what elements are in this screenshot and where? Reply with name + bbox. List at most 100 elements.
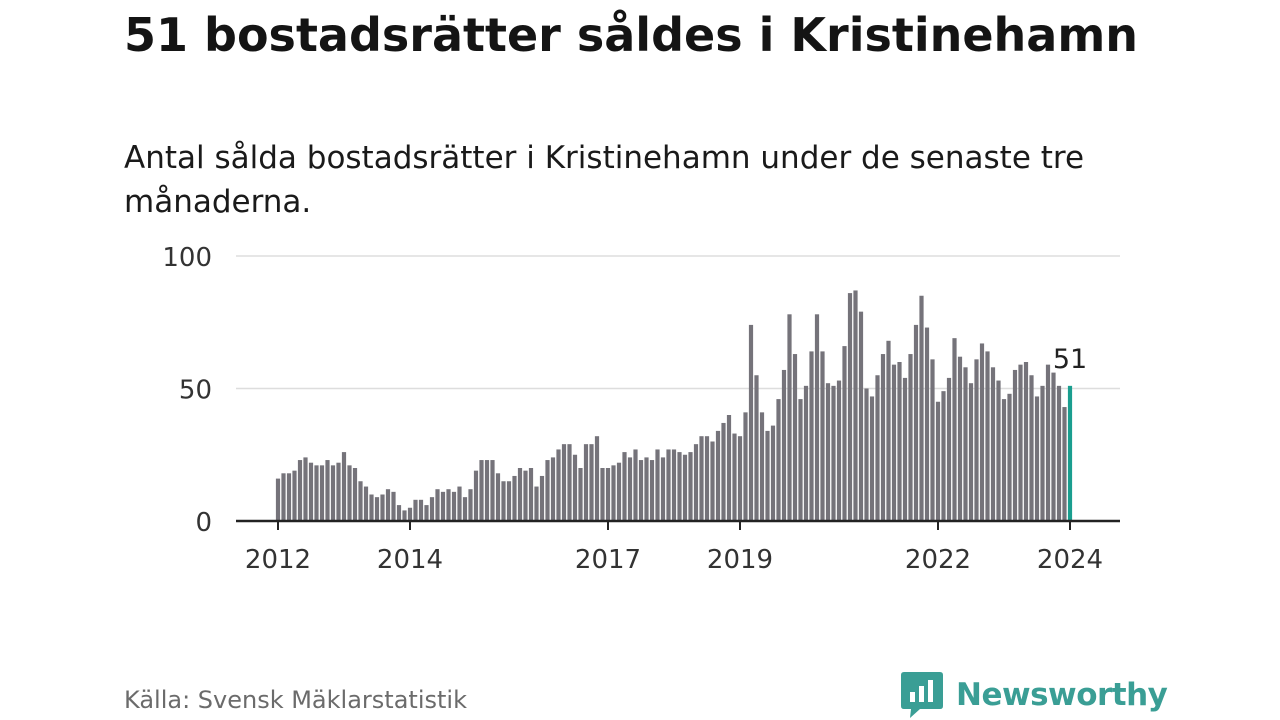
bar <box>605 468 611 521</box>
bar <box>831 385 836 521</box>
bar <box>1034 396 1040 521</box>
bar <box>875 375 880 521</box>
bar <box>600 468 605 521</box>
bar <box>693 444 699 521</box>
bar <box>682 454 688 521</box>
bar <box>380 494 385 521</box>
bar <box>880 354 886 521</box>
bar <box>352 468 358 521</box>
bar <box>748 324 754 521</box>
bar <box>583 444 589 521</box>
bar <box>539 475 545 521</box>
bar <box>897 362 902 521</box>
bar <box>974 359 979 521</box>
bar <box>666 449 671 521</box>
bar <box>968 383 974 521</box>
bar <box>1001 399 1007 521</box>
bar <box>622 452 627 521</box>
bar <box>891 364 897 521</box>
bar <box>930 359 935 521</box>
bar <box>660 457 666 521</box>
bar <box>913 324 919 521</box>
bar <box>347 465 352 521</box>
bar <box>814 314 820 521</box>
bar <box>413 499 418 521</box>
bar <box>996 380 1001 521</box>
bar <box>451 491 457 521</box>
bar <box>462 497 468 521</box>
bar <box>759 412 765 521</box>
bar <box>286 473 292 521</box>
bar <box>1062 407 1067 521</box>
bar <box>457 486 462 521</box>
bar <box>556 449 561 521</box>
bar <box>957 356 963 521</box>
bar <box>490 460 495 521</box>
bar <box>825 383 831 521</box>
bar <box>1051 372 1056 521</box>
chart-title: 51 bostadsrätter såldes i Kristinehamn <box>124 8 1139 62</box>
bar <box>792 354 798 521</box>
bar <box>484 460 490 521</box>
newsworthy-logo: Newsworthy <box>900 670 1168 720</box>
bar <box>473 470 479 521</box>
bar <box>935 401 941 521</box>
bar <box>506 481 512 521</box>
bar <box>501 481 506 521</box>
bar <box>864 388 869 521</box>
brand-name: Newsworthy <box>956 677 1168 713</box>
bar <box>545 460 550 521</box>
bar <box>319 465 325 521</box>
bar <box>611 465 616 521</box>
bar <box>726 415 732 521</box>
bar <box>770 425 776 521</box>
bar <box>1029 375 1034 521</box>
bar <box>798 399 803 521</box>
bar <box>303 457 308 521</box>
bar <box>671 449 677 521</box>
bar <box>297 460 303 521</box>
bar <box>1007 393 1012 521</box>
bar <box>468 489 473 521</box>
bar <box>633 449 638 521</box>
bar <box>655 449 660 521</box>
bar <box>979 343 985 521</box>
bar <box>820 351 825 521</box>
bar <box>407 507 413 521</box>
bar <box>391 491 396 521</box>
bar <box>363 486 369 521</box>
bar <box>737 436 743 521</box>
bar <box>743 412 748 521</box>
bar <box>594 436 600 521</box>
bar <box>754 375 759 521</box>
y-tick-label: 50 <box>179 376 212 406</box>
bar-chart: 0 50 100 2012 2014 2017 2019 2022 2024 51 <box>162 243 1120 575</box>
bar <box>523 470 528 521</box>
bar <box>985 351 990 521</box>
bar <box>990 367 996 521</box>
bar <box>396 505 402 521</box>
bar <box>429 497 435 521</box>
x-tick-label: 2024 <box>1037 545 1103 575</box>
bar <box>858 311 864 521</box>
bar <box>704 436 710 521</box>
bar <box>424 505 429 521</box>
chart-subtitle: Antal sålda bostadsrätter i Kristinehamn… <box>124 140 1085 220</box>
bar <box>842 346 847 521</box>
bar <box>638 460 644 521</box>
bar <box>924 327 930 521</box>
bar <box>787 314 792 521</box>
newsworthy-logo-icon <box>901 672 943 718</box>
bar <box>517 468 523 521</box>
y-tick-label: 100 <box>162 243 212 273</box>
bar <box>902 377 908 521</box>
bar <box>1040 385 1045 521</box>
bar <box>869 396 875 521</box>
bar <box>688 452 693 521</box>
bar <box>528 468 534 521</box>
bar <box>1056 385 1062 521</box>
bar-highlight <box>1067 385 1073 521</box>
bar <box>572 454 578 521</box>
bar <box>589 444 594 521</box>
bar <box>534 486 539 521</box>
